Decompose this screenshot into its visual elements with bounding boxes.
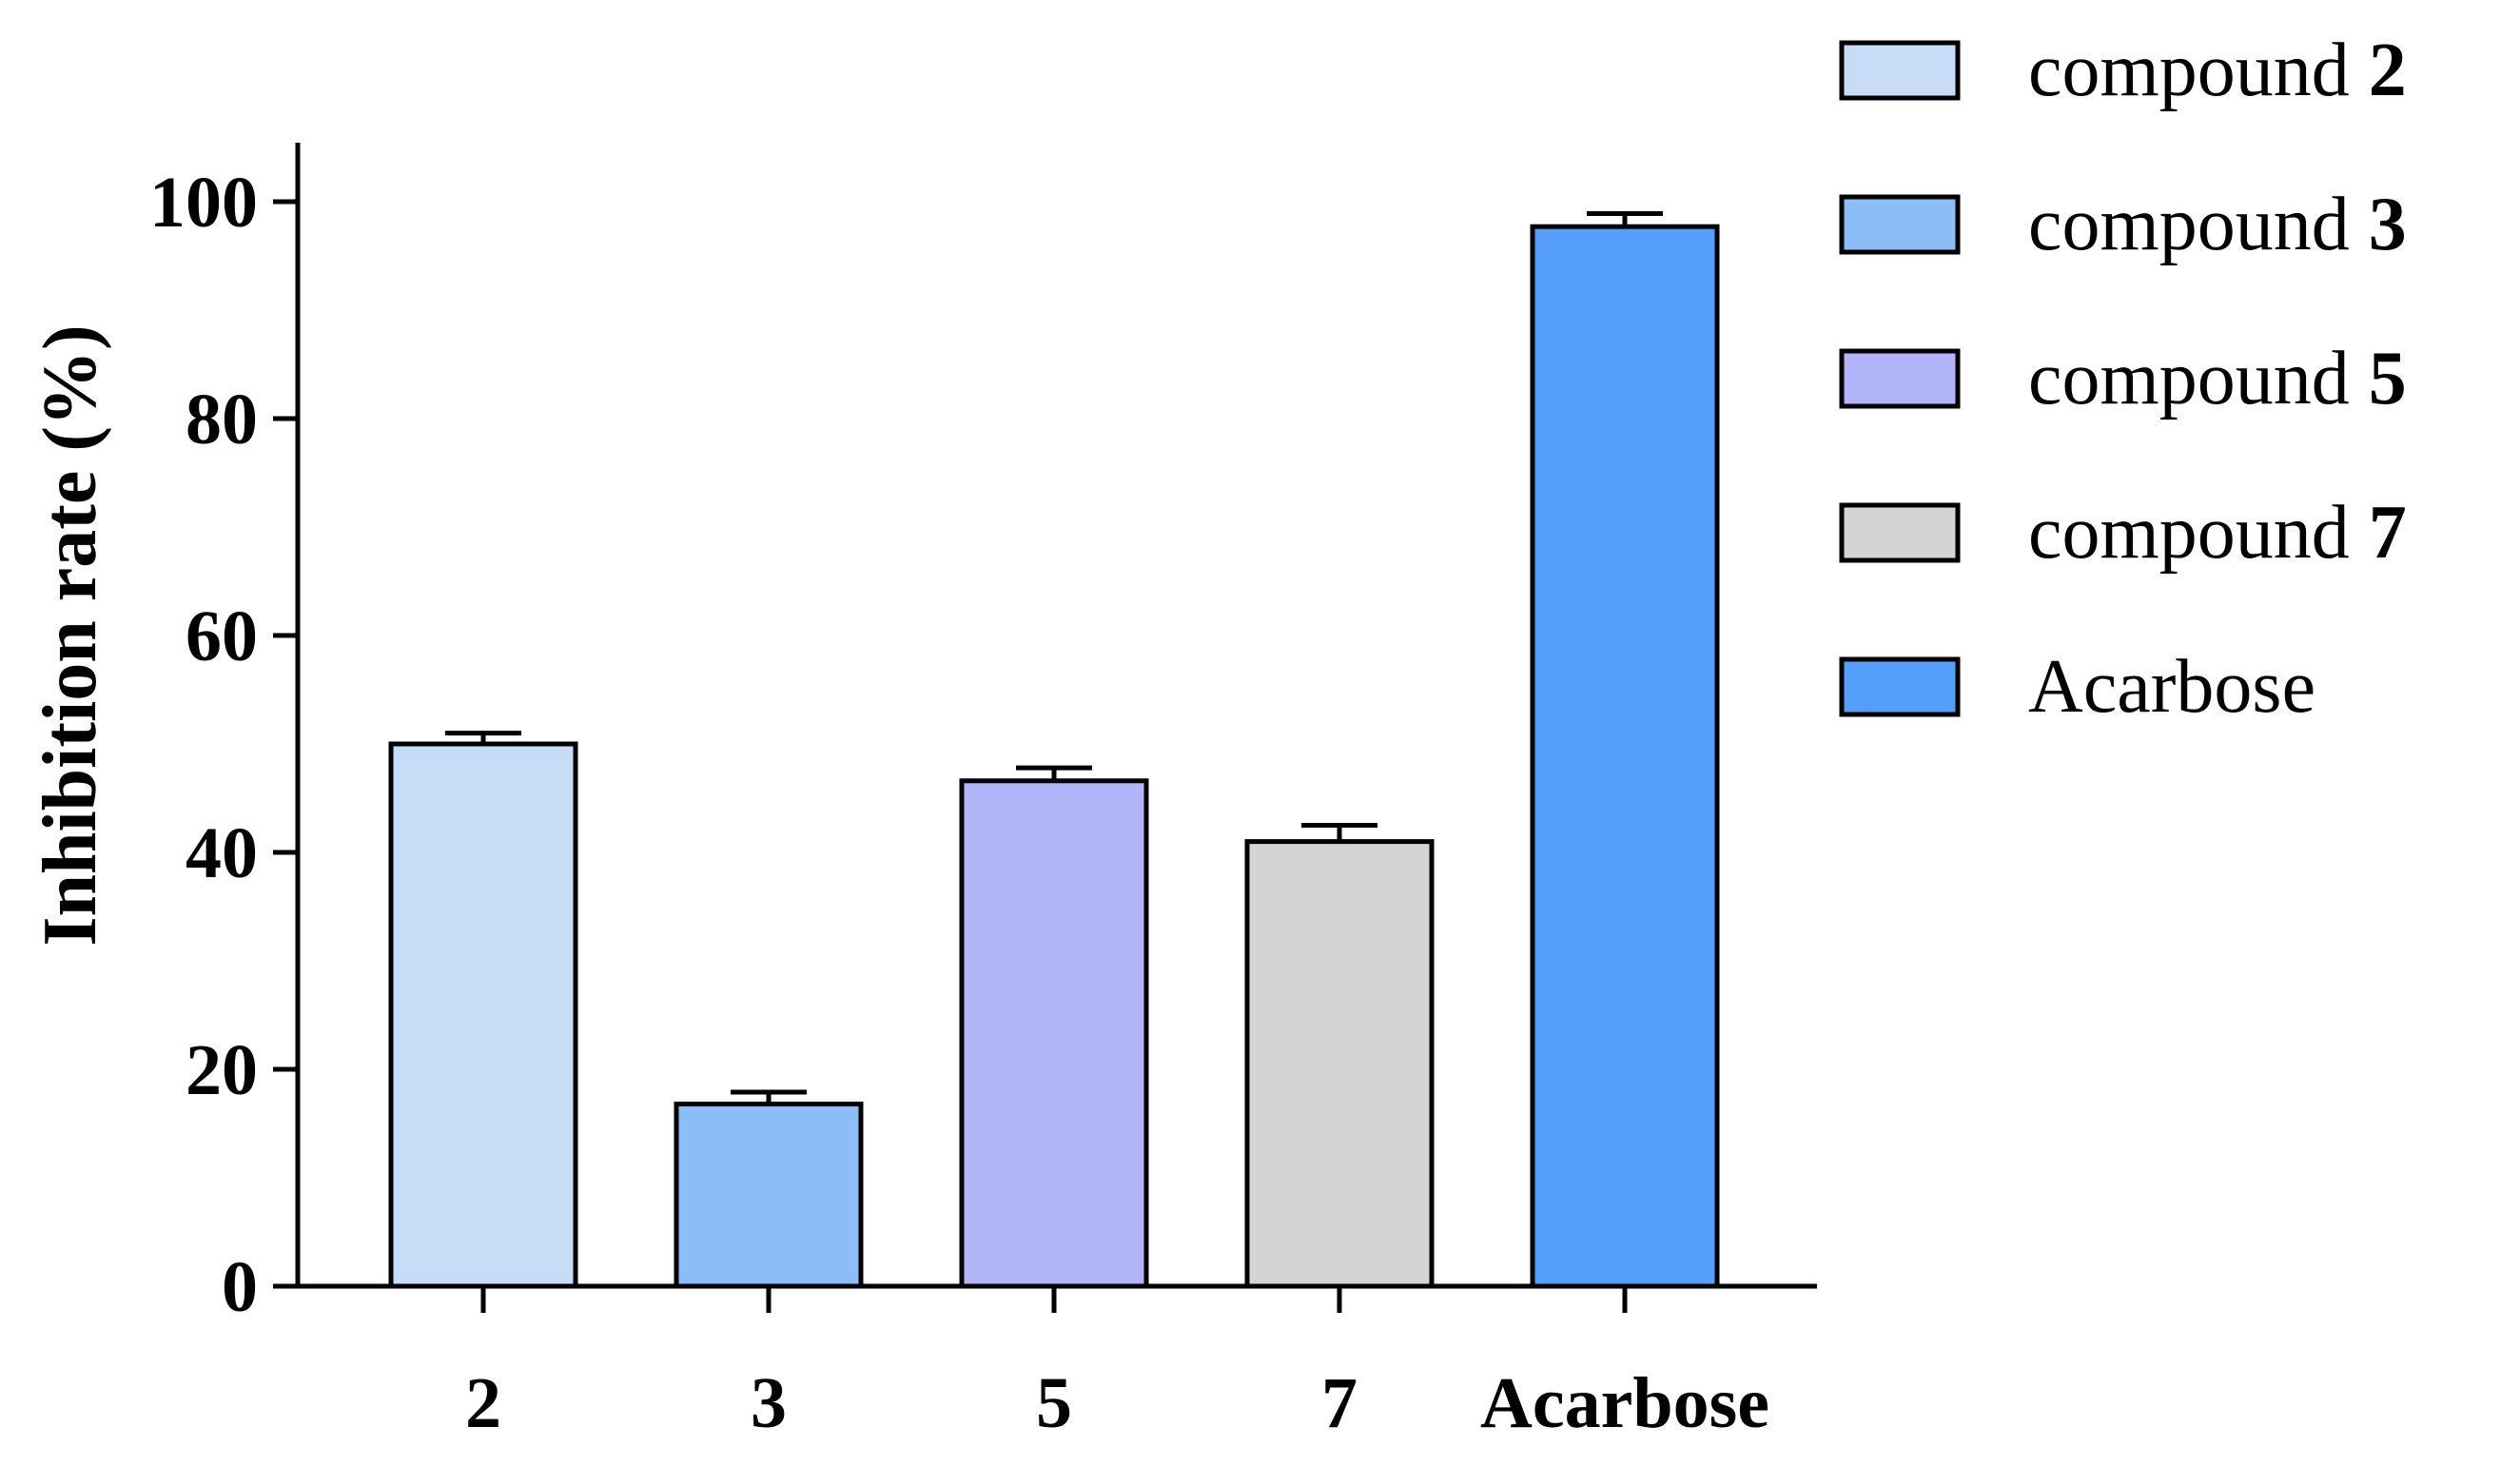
legend-label: compound 3	[2028, 183, 2407, 266]
x-tick-label-7: 7	[1321, 1363, 1358, 1443]
legend-label-prefix: compound	[2028, 29, 2369, 112]
bar-5	[959, 778, 1149, 1289]
bar-3	[674, 1101, 864, 1289]
y-tick-label-80: 80	[186, 380, 258, 459]
legend-swatch	[1839, 40, 1961, 101]
legend-swatch	[1839, 348, 1961, 409]
legend-item-3: compound 5	[1839, 337, 2407, 420]
legend-label: compound 2	[2028, 29, 2407, 112]
legend-label: compound 7	[2028, 491, 2407, 575]
legend-item-1: compound 2	[1839, 29, 2407, 112]
legend-label-number: 7	[2369, 491, 2407, 575]
bar-2	[388, 741, 578, 1289]
legend-label: Acarbose	[2028, 645, 2315, 729]
legend-item-5: Acarbose	[1839, 645, 2315, 729]
legend-label-prefix: compound	[2028, 183, 2369, 266]
x-tick-label-5: 5	[1036, 1363, 1072, 1443]
y-axis-label: Inhibition rate (%)	[29, 324, 112, 946]
plot-area: 0 20 40 60 80 100 2 3 5 7 Acarbose	[149, 143, 1817, 1443]
legend-item-4: compound 7	[1839, 491, 2407, 575]
legend-item-2: compound 3	[1839, 183, 2407, 266]
legend-label-prefix: Acarbose	[2028, 645, 2315, 729]
legend-swatch	[1839, 502, 1961, 563]
legend-label-number: 5	[2369, 337, 2407, 420]
legend-swatch	[1839, 656, 1961, 717]
legend-label-number: 3	[2369, 183, 2407, 266]
legend-label-prefix: compound	[2028, 491, 2369, 575]
x-tick-label-acarbose: Acarbose	[1480, 1363, 1769, 1443]
legend-swatch	[1839, 194, 1961, 255]
x-tick-label-2: 2	[465, 1363, 501, 1443]
legend-label: compound 5	[2028, 337, 2407, 420]
y-tick-label-100: 100	[149, 163, 258, 243]
y-tick-label-20: 20	[186, 1030, 258, 1110]
y-tick-label-0: 0	[222, 1247, 258, 1327]
legend-label-number: 2	[2369, 29, 2407, 112]
y-tick-label-60: 60	[186, 596, 258, 676]
bar-acarbose	[1530, 224, 1720, 1289]
x-tick-label-3: 3	[751, 1363, 787, 1443]
bar-7	[1244, 839, 1435, 1289]
legend-label-prefix: compound	[2028, 337, 2369, 420]
y-tick-label-40: 40	[186, 813, 258, 893]
